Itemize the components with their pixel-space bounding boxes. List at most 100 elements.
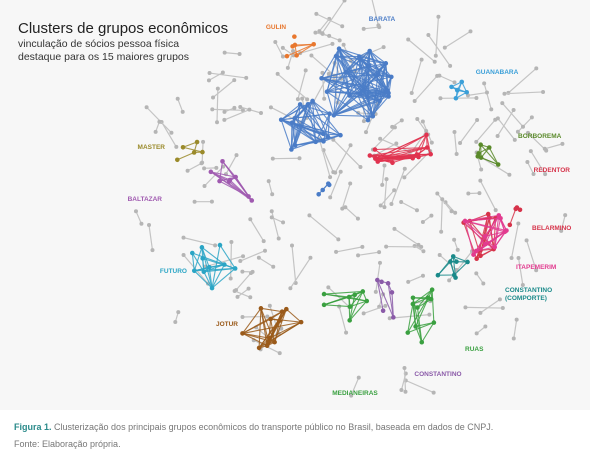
node bbox=[437, 253, 442, 258]
edge bbox=[210, 171, 253, 201]
edge bbox=[363, 65, 370, 91]
node bbox=[454, 259, 459, 264]
node bbox=[559, 228, 564, 233]
node bbox=[414, 208, 419, 213]
node bbox=[277, 318, 282, 323]
node bbox=[355, 216, 360, 221]
edge bbox=[285, 308, 302, 323]
node bbox=[449, 84, 454, 90]
node bbox=[267, 303, 272, 308]
node bbox=[174, 144, 179, 149]
node bbox=[424, 132, 429, 138]
edge bbox=[376, 279, 394, 318]
edge bbox=[321, 48, 340, 79]
node bbox=[232, 105, 237, 110]
node bbox=[376, 23, 381, 28]
node bbox=[433, 53, 438, 58]
node bbox=[269, 215, 274, 220]
edge bbox=[464, 220, 486, 245]
node bbox=[308, 255, 313, 260]
node bbox=[493, 208, 498, 213]
node bbox=[489, 107, 494, 112]
edge bbox=[453, 261, 468, 276]
edge bbox=[464, 220, 507, 232]
node bbox=[244, 75, 249, 80]
edge bbox=[242, 308, 262, 334]
edge bbox=[202, 257, 236, 269]
node bbox=[356, 253, 361, 258]
node bbox=[431, 320, 437, 325]
node bbox=[284, 53, 290, 59]
edge bbox=[323, 134, 341, 142]
edge bbox=[323, 293, 350, 298]
node bbox=[412, 98, 417, 103]
node bbox=[285, 65, 290, 70]
node bbox=[292, 34, 297, 39]
node bbox=[392, 188, 397, 193]
node bbox=[240, 315, 245, 320]
edge bbox=[530, 150, 546, 175]
edge bbox=[318, 18, 330, 32]
node bbox=[493, 117, 498, 122]
node bbox=[246, 286, 251, 291]
edge bbox=[318, 139, 331, 178]
edge bbox=[363, 89, 380, 102]
edge bbox=[205, 255, 244, 268]
edge bbox=[387, 283, 394, 318]
edge bbox=[403, 368, 407, 392]
node bbox=[429, 287, 435, 293]
edge bbox=[211, 264, 225, 289]
node bbox=[232, 78, 237, 83]
edge bbox=[480, 298, 501, 314]
edge bbox=[526, 240, 537, 271]
edge bbox=[225, 154, 238, 175]
node bbox=[279, 309, 285, 314]
edge bbox=[509, 208, 517, 226]
node bbox=[435, 272, 441, 278]
node bbox=[258, 306, 264, 311]
edge bbox=[182, 146, 203, 153]
edge bbox=[349, 291, 364, 321]
edge bbox=[312, 100, 330, 115]
edge bbox=[294, 117, 324, 135]
node bbox=[222, 117, 227, 122]
node bbox=[379, 279, 384, 285]
node bbox=[328, 195, 333, 200]
caption-source: Fonte: Elaboração própria. bbox=[14, 439, 121, 449]
node bbox=[452, 129, 457, 134]
node bbox=[364, 130, 369, 135]
node bbox=[383, 303, 388, 308]
node bbox=[337, 38, 342, 43]
node bbox=[517, 207, 523, 213]
edge bbox=[209, 264, 225, 268]
edge bbox=[459, 119, 478, 144]
node bbox=[234, 153, 239, 158]
node bbox=[448, 259, 453, 264]
edge bbox=[369, 155, 413, 159]
node bbox=[484, 90, 489, 95]
node bbox=[202, 184, 207, 189]
node bbox=[468, 29, 473, 34]
edge bbox=[513, 319, 518, 339]
node bbox=[338, 169, 343, 174]
clusters: GULIN BARATA GUANABARA BORBOREMA REDENTOR MAS… bbox=[128, 16, 572, 397]
edge bbox=[411, 59, 423, 94]
node bbox=[431, 390, 436, 395]
node bbox=[462, 218, 468, 224]
node bbox=[507, 222, 513, 228]
node bbox=[289, 120, 295, 126]
edge bbox=[465, 306, 503, 309]
node bbox=[528, 149, 533, 154]
cluster-label: BARATA bbox=[369, 16, 396, 23]
node bbox=[215, 120, 220, 125]
node bbox=[391, 315, 396, 320]
node bbox=[496, 213, 502, 218]
node bbox=[266, 179, 271, 184]
edge bbox=[369, 146, 428, 157]
edge bbox=[453, 131, 458, 155]
node bbox=[520, 283, 525, 288]
node bbox=[340, 24, 345, 29]
node bbox=[495, 133, 500, 138]
edge bbox=[322, 113, 331, 142]
edge bbox=[270, 318, 302, 323]
